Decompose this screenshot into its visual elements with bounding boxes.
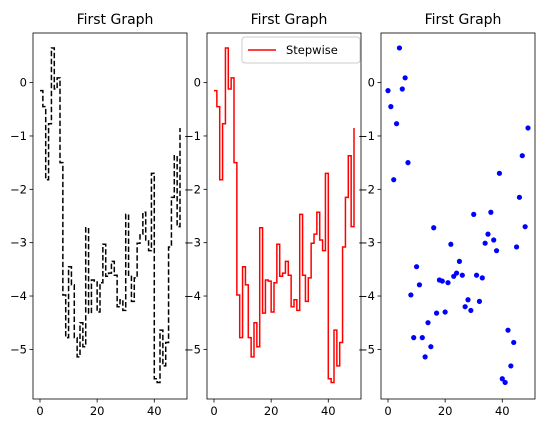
legend: Stepwise <box>241 36 361 64</box>
scatter-point <box>385 88 391 94</box>
legend-frame <box>241 36 361 64</box>
scatter-point <box>411 335 417 341</box>
scatter-point <box>393 121 400 127</box>
scatter-point <box>493 248 500 254</box>
subplot-2-plot-area: 0 20 40 0 −1 −2 −3 −4 −5 <box>184 32 362 418</box>
series-line-1 <box>40 47 181 384</box>
scatter-point <box>465 297 471 303</box>
x-tick-label: 20 <box>264 404 279 418</box>
x-tick-label: 40 <box>321 404 336 418</box>
scatter-point <box>468 307 474 314</box>
scatter-point <box>496 170 503 176</box>
scatter-point <box>428 344 434 350</box>
subplot-3: First Graph 0 20 40 0 −1 −2 −3 −4 −5 <box>358 12 536 418</box>
scatter-point <box>516 194 523 200</box>
scatter-point <box>519 153 525 159</box>
scatter-point <box>399 86 405 92</box>
scatter-point <box>391 177 397 183</box>
scatter-point <box>402 75 408 81</box>
y-tick-label: −2 <box>358 182 375 196</box>
legend-label-stepwise: Stepwise <box>286 43 338 57</box>
scatter-point <box>416 282 423 288</box>
scatter-point <box>502 379 508 386</box>
scatter-point <box>471 211 477 217</box>
scatter-point <box>499 376 505 382</box>
scatter-point <box>431 225 437 231</box>
scatter-point <box>396 45 403 51</box>
scatter-point <box>439 278 445 284</box>
scatter-point <box>445 280 451 286</box>
scatter-point <box>485 231 491 237</box>
scatter-point <box>462 304 468 310</box>
subplot-2-title: First Graph <box>251 12 328 28</box>
scatter-point <box>425 320 431 326</box>
x-tick-label: 20 <box>90 404 105 418</box>
scatter-point <box>505 327 511 333</box>
scatter-point <box>422 354 428 360</box>
scatter-point <box>419 335 425 341</box>
scatter-point <box>459 272 465 278</box>
scatter-point <box>408 292 414 298</box>
y-tick-label: −5 <box>10 342 27 356</box>
scatter-point <box>525 125 531 131</box>
series-line-stepwise <box>214 47 355 384</box>
scatter-point <box>453 270 460 276</box>
subplot-1-plot-area: 0 20 40 0 −1 −2 −3 −4 −5 <box>10 32 188 418</box>
scatter-point <box>476 298 483 304</box>
scatter-point <box>513 244 520 250</box>
y-tick-label: −5 <box>358 342 375 356</box>
y-tick-label: −1 <box>358 129 375 143</box>
y-tick-label: −1 <box>10 129 27 143</box>
subplot-3-title: First Graph <box>425 12 502 28</box>
y-tick-label: 0 <box>194 76 201 90</box>
y-tick-label: −4 <box>184 289 201 303</box>
axes-frame <box>206 32 362 400</box>
subplot-2: First Graph 0 20 40 0 −1 −2 −3 −4 −5 Stepwise <box>184 12 362 418</box>
x-tick-label: 40 <box>147 404 162 418</box>
scatter-point <box>473 272 480 278</box>
scatter-point <box>433 310 440 316</box>
y-tick-label: −1 <box>184 129 201 143</box>
scatter-point <box>448 241 454 247</box>
y-tick-label: −2 <box>184 182 201 196</box>
scatter-point <box>508 363 514 369</box>
subplot-1-title: First Graph <box>77 12 154 28</box>
scatter-point <box>522 224 528 230</box>
scatter-point <box>405 160 411 166</box>
y-tick-label: −4 <box>10 289 27 303</box>
scatter-point <box>442 309 448 315</box>
subplot-1: First Graph 0 20 40 0 −1 −2 −3 −4 −5 <box>10 12 188 418</box>
y-tick-label: −3 <box>184 236 201 250</box>
y-tick-label: −2 <box>10 182 27 196</box>
x-tick-label: 40 <box>495 404 510 418</box>
x-tick-label: 0 <box>36 404 43 418</box>
subplot-3-plot-area: 0 20 40 0 −1 −2 −3 −4 −5 <box>358 32 536 418</box>
axes-frame <box>32 32 188 400</box>
x-tick-label: 0 <box>210 404 217 418</box>
axes-frame <box>380 32 536 400</box>
x-tick-label: 0 <box>384 404 391 418</box>
x-tick-label: 20 <box>438 404 453 418</box>
y-tick-label: −3 <box>10 236 27 250</box>
scatter-point <box>479 275 485 281</box>
scatter-point <box>482 240 488 246</box>
scatter-point <box>488 209 494 215</box>
y-tick-label: −3 <box>358 236 375 250</box>
y-tick-label: 0 <box>20 76 27 90</box>
scatter-point <box>388 104 394 110</box>
scatter-point <box>511 339 517 346</box>
y-tick-label: −4 <box>358 289 375 303</box>
y-tick-label: 0 <box>368 76 375 90</box>
y-tick-label: −5 <box>184 342 201 356</box>
scatter-point <box>456 258 463 264</box>
scatter-point <box>413 264 420 270</box>
scatter-point <box>491 237 497 243</box>
